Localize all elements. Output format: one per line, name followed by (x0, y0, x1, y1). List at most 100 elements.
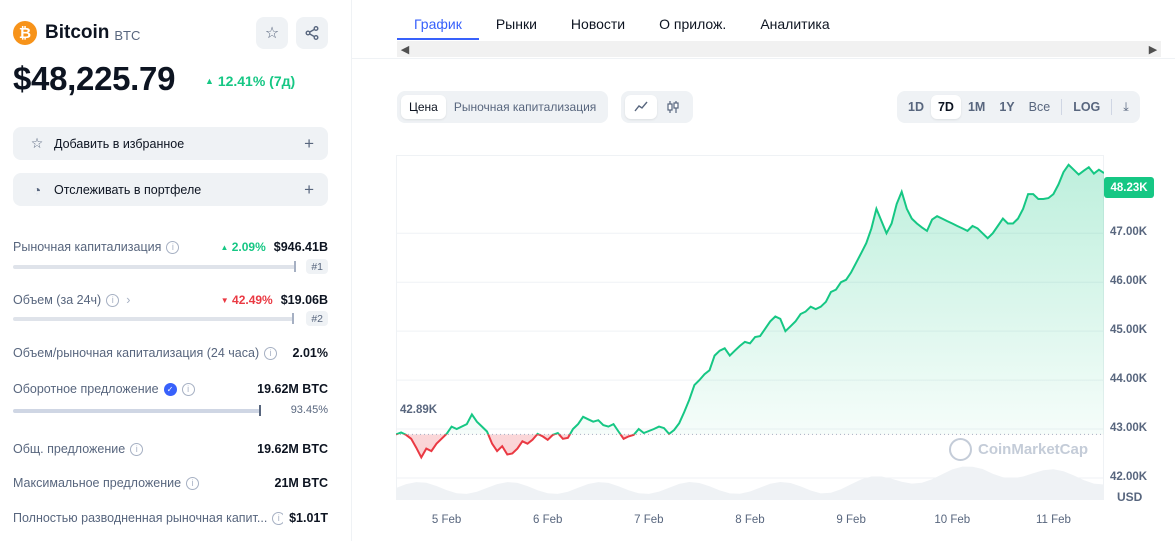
y-tick-label: 44.00K (1110, 373, 1148, 386)
range-1d[interactable]: 1D (908, 100, 924, 114)
stat-fully-diluted: Полностью разводненная рыночная капит...… (13, 511, 328, 525)
share-button[interactable] (296, 17, 328, 49)
x-tick-label: 9 Feb (836, 514, 866, 526)
tab-news[interactable]: Новости (570, 16, 626, 32)
toggle-market-cap[interactable]: Рыночная капитализация (453, 100, 597, 114)
range-1m[interactable]: 1M (967, 100, 986, 114)
scroll-left-icon[interactable]: ◀ (400, 43, 410, 56)
content-tabs: График Рынки Новости О прилож. Аналитика (397, 0, 847, 40)
pie-chart-icon: ◔ (32, 181, 42, 198)
coinmarketcap-logo-icon (949, 438, 972, 461)
max-supply-label: Максимальное предложение (13, 476, 182, 490)
total-supply-value: 19.62M BTC (257, 442, 328, 456)
log-toggle[interactable]: LOG (1073, 100, 1101, 114)
toggle-price[interactable]: Цена (401, 95, 446, 119)
market-cap-label: Рыночная капитализация (13, 240, 162, 254)
chevron-right-icon[interactable]: › (126, 293, 131, 307)
track-portfolio-button[interactable]: ◔ Отслеживать в портфеле + (13, 173, 328, 206)
fdv-value: $1.01T (289, 511, 328, 525)
price-change-value: 12.41% (7д) (217, 73, 296, 89)
volume-rank: #2 (306, 311, 328, 326)
download-button[interactable]: ⤓ (1116, 95, 1136, 119)
range-selector: 1D 7D 1M 1Y Все LOG ⤓ (897, 91, 1140, 123)
info-icon[interactable]: i (272, 511, 283, 525)
x-tick-label: 5 Feb (431, 514, 462, 526)
triangle-down-icon: ▼ (220, 296, 229, 305)
volume-area (396, 466, 1104, 500)
tab-about[interactable]: О прилож. (659, 16, 727, 32)
price-line-up (396, 163, 1104, 435)
triangle-up-icon: ▲ (220, 243, 229, 252)
stat-market-cap: Рыночная капитализация i ▲ 2.09% $946.41… (13, 240, 328, 254)
y-tick-label: 45.00K (1110, 324, 1148, 337)
y-tick-label: 47.00K (1110, 226, 1148, 239)
coin-header: ₿ Bitcoin BTC (13, 16, 140, 50)
star-button[interactable]: ☆ (256, 17, 288, 49)
y-tick-label: 42.00K (1110, 470, 1148, 483)
y-tick-label: 46.00K (1110, 275, 1148, 288)
circulating-value: 19.62M BTC (257, 382, 328, 396)
tabs-scrollbar[interactable]: ◀ ▶ (397, 41, 1161, 57)
circulating-percent: 93.45% (290, 404, 328, 416)
candlestick-button[interactable] (657, 95, 689, 119)
x-tick-label: 8 Feb (735, 514, 765, 526)
range-all[interactable]: Все (1028, 100, 1051, 114)
coin-price: $48,225.79 (13, 60, 176, 97)
scroll-right-icon[interactable]: ▶ (1148, 43, 1158, 56)
total-supply-label: Общ. предложение (13, 442, 126, 456)
x-tick-label: 7 Feb (634, 514, 664, 526)
candlestick-icon (667, 101, 679, 113)
stat-volume-market-cap: Объем/рыночная капитализация (24 часа) i… (13, 346, 328, 360)
area-fill-up (396, 164, 1104, 435)
volume-change: ▼ 42.49% (220, 293, 273, 307)
stat-volume: Объем (за 24ч) i › ▼ 42.49% $19.06B (13, 293, 328, 307)
price-chart[interactable] (396, 155, 1104, 500)
add-to-watchlist-button[interactable]: ☆ Добавить в избранное + (13, 127, 328, 160)
market-cap-bar: #1 (13, 259, 328, 274)
plus-icon: + (304, 179, 314, 199)
volume-label: Объем (за 24ч) (13, 293, 102, 307)
stat-max-supply: Максимальное предложение i 21M BTC (13, 476, 328, 490)
market-cap-change: ▲ 2.09% (220, 240, 266, 254)
coin-symbol: BTC (114, 27, 141, 43)
line-chart-button[interactable] (625, 95, 657, 119)
start-price-label: 42.89K (400, 404, 438, 416)
triangle-up-icon: ▲ (205, 76, 214, 86)
last-price-tag: 48.23K (1104, 177, 1154, 198)
coin-info-panel: ₿ Bitcoin BTC ☆ $48,225.79 ▲ 12.41% (7д)… (0, 0, 352, 541)
max-supply-value: 21M BTC (274, 476, 328, 490)
info-icon[interactable]: i (264, 346, 278, 360)
market-cap-value: $946.41B (273, 240, 328, 254)
plus-icon: + (304, 133, 314, 153)
y-tick-label: 43.00K (1110, 422, 1148, 435)
circulating-bar: 93.45% (13, 404, 328, 418)
fdv-label: Полностью разводненная рыночная капит... (13, 511, 268, 525)
line-chart-icon (634, 101, 648, 112)
tab-markets[interactable]: Рынки (495, 16, 537, 32)
range-7d[interactable]: 7D (930, 95, 961, 119)
info-icon[interactable]: i (166, 240, 180, 254)
stat-total-supply: Общ. предложение i 19.62M BTC (13, 442, 328, 456)
range-1y[interactable]: 1Y (999, 100, 1015, 114)
watermark: CoinMarketCap (949, 438, 1088, 461)
stat-circulating-supply: Оборотное предложение ✓ i 19.62M BTC (13, 382, 328, 396)
star-icon: ☆ (264, 25, 280, 42)
x-tick-label: 6 Feb (532, 514, 563, 526)
tab-chart[interactable]: График (397, 0, 479, 40)
coin-name: Bitcoin (45, 22, 110, 43)
watchlist-label: Добавить в избранное (54, 136, 185, 151)
info-icon[interactable]: i (130, 442, 144, 456)
info-icon[interactable]: i (106, 293, 120, 307)
download-icon: ⤓ (1123, 99, 1129, 114)
info-icon[interactable]: i (181, 382, 195, 396)
chart-type-toggle: Цена Рыночная капитализация (397, 91, 609, 123)
market-cap-rank: #1 (306, 259, 328, 274)
tab-analytics[interactable]: Аналитика (760, 16, 830, 32)
verified-check-icon: ✓ (163, 382, 177, 396)
vol-mcap-label: Объем/рыночная капитализация (24 часа) (13, 346, 260, 360)
chart-style-toggle (621, 91, 693, 123)
volume-bar: #2 (13, 311, 328, 326)
portfolio-label: Отслеживать в портфеле (54, 182, 202, 197)
star-icon: ☆ (30, 135, 44, 151)
info-icon[interactable]: i (186, 476, 200, 490)
